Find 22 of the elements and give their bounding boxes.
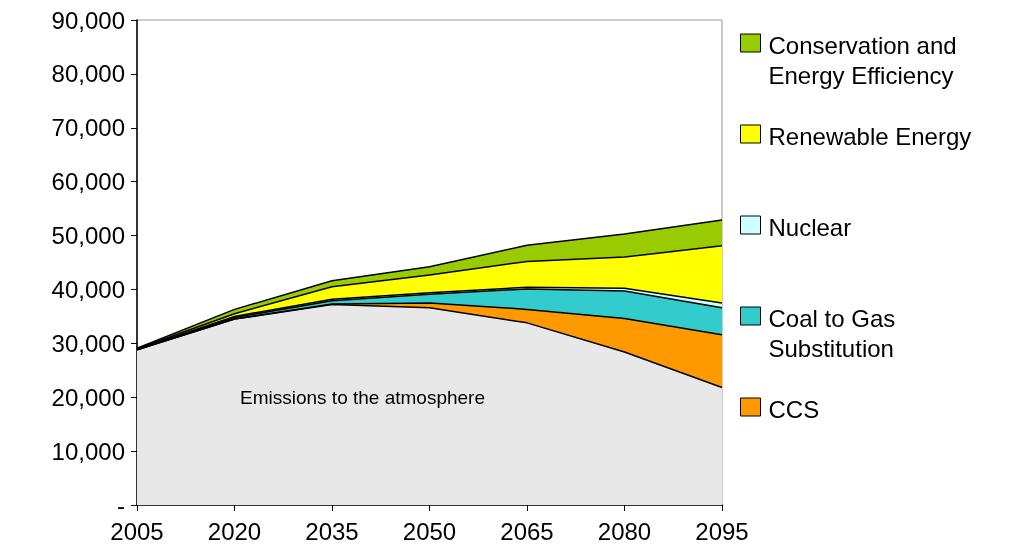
x-tick-label: 2095 bbox=[695, 517, 749, 545]
y-tick-label: 60,000 bbox=[51, 168, 125, 196]
x-tick-label: 2080 bbox=[597, 517, 652, 545]
y-tick-label: 40,000 bbox=[51, 275, 125, 303]
y-tick-label: 20,000 bbox=[51, 383, 125, 411]
y-tick-label: 50,000 bbox=[51, 222, 125, 250]
y-tick-label: 80,000 bbox=[51, 60, 125, 88]
x-tick-label: 2035 bbox=[305, 517, 359, 545]
x-tick-label: 2020 bbox=[207, 517, 262, 545]
y-tick-label: - bbox=[117, 491, 125, 519]
legend-label: Nuclear bbox=[768, 213, 852, 241]
y-tick-label: 70,000 bbox=[51, 114, 125, 142]
legend-label: Renewable Energy bbox=[768, 122, 972, 150]
legend-label: Coal to Gas Substitution bbox=[768, 304, 902, 362]
x-tick-label: 2050 bbox=[402, 517, 457, 545]
y-tick-label: 90,000 bbox=[51, 6, 125, 34]
x-tick-label: 2065 bbox=[500, 517, 554, 545]
y-tick-label: 10,000 bbox=[51, 437, 125, 465]
legend-label: CCS bbox=[768, 395, 820, 423]
y-tick-label: 30,000 bbox=[51, 329, 125, 357]
x-tick-label: 2005 bbox=[110, 517, 164, 545]
legend-label: Conservation and Energy Efficiency bbox=[768, 31, 964, 89]
